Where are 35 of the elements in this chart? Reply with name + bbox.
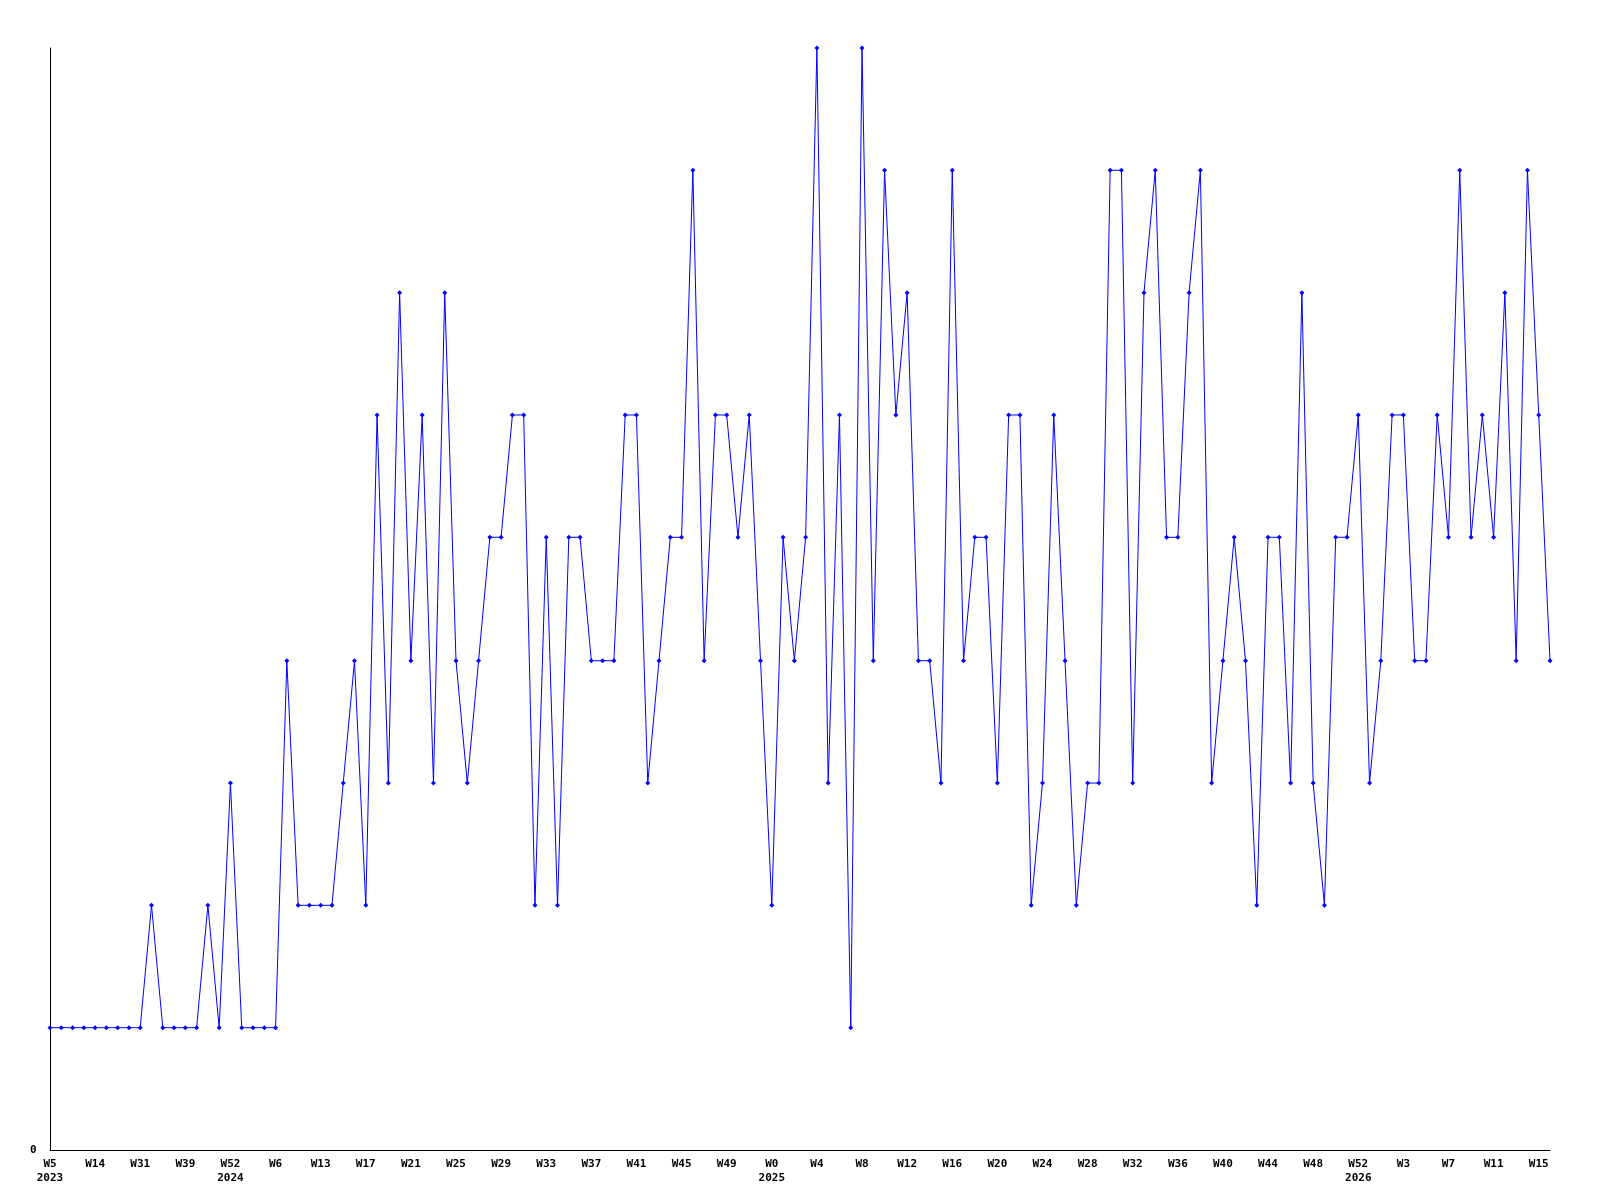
x-tick-label: W48 [1303,1156,1324,1170]
x-tick-label: W41 [626,1156,647,1170]
text: 0 [30,1143,37,1156]
x-tick-label: W52 2024 [217,1156,245,1184]
x-tick-label: W44 [1258,1156,1279,1170]
x-tick-label: W17 [355,1156,376,1170]
x-tick-label: W37 [581,1156,602,1170]
x-tick-label: W8 [855,1156,869,1170]
x-tick-label: W25 [446,1156,466,1170]
x-tick-label: W31 [130,1156,151,1170]
x-tick-label: W21 [400,1156,422,1170]
x-tick-label: W39 [175,1156,196,1170]
x-tick-label: W24 [1032,1156,1053,1170]
x-tick-label: W45 [671,1156,692,1170]
x-tick-label: W16 [942,1156,963,1170]
x-tick-label: W33 [536,1156,557,1170]
x-tick-label: W14 [85,1156,106,1170]
x-tick-label: W0 2025 [758,1156,786,1184]
x-tick-label: W3 [1396,1156,1411,1170]
x-tick-label: W36 [1167,1156,1189,1170]
x-tick-label: W15 [1528,1156,1549,1170]
x-tick-label: W20 [987,1156,1008,1170]
x-tick-label: W11 [1483,1156,1504,1170]
x-tick-label: W12 [897,1156,918,1170]
x-tick-label: W5 2023 [36,1156,64,1184]
x-tick-label: W32 [1122,1156,1143,1170]
x-tick-label: W28 [1077,1156,1098,1170]
x-tick-label: W29 [491,1156,512,1170]
x-tick-label: W6 [268,1156,283,1170]
x-tick-label: W4 [810,1156,824,1170]
x-tick-label: W40 [1212,1156,1233,1170]
x-tick-label: W49 [716,1156,737,1170]
x-tick-label: W13 [310,1156,331,1170]
x-tick-label: W52 2026 [1345,1156,1372,1184]
x-tick-label: W7 [1441,1156,1456,1170]
